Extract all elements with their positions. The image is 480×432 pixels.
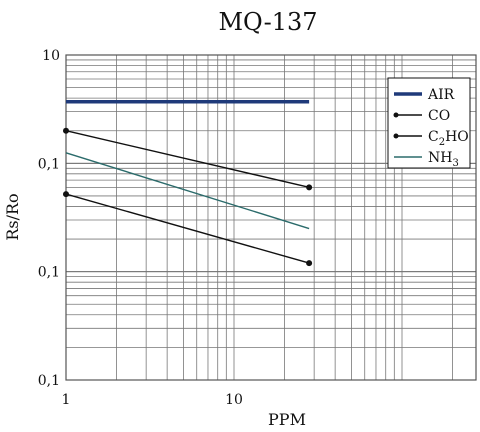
x-tick-label: 10: [225, 392, 243, 408]
legend-marker-c2ho: [393, 133, 399, 139]
plot-frame: [65, 54, 477, 381]
series-group: [63, 100, 313, 267]
series-line-co: [65, 130, 310, 189]
legend-label-co: CO: [428, 108, 450, 124]
chart-title: MQ-137: [218, 8, 317, 36]
data-point-co: [63, 127, 69, 134]
legend-label-nh3: NH3: [428, 150, 459, 169]
series-line-nh3: [65, 152, 310, 230]
data-point-c2ho: [306, 260, 313, 267]
x-axis-label: PPM: [268, 410, 306, 429]
legend-label-c2ho: C2HO: [428, 129, 469, 148]
series-line-c2ho: [65, 193, 310, 264]
data-point-co: [306, 184, 313, 191]
legend: AIR CO C2HO NH3: [387, 77, 471, 169]
legend-label-air: AIR: [427, 87, 455, 103]
y-tick-label: 0,1: [38, 265, 60, 281]
y-axis-label: Rs/Ro: [3, 193, 22, 240]
y-tick-label: 0,1: [38, 373, 60, 389]
grid: [65, 54, 476, 381]
y-tick-label: 0,1: [38, 156, 60, 172]
y-tick-labels: 10 0,1 0,1 0,1: [38, 48, 60, 389]
y-tick-label: 10: [42, 48, 60, 64]
x-tick-labels: 1101000: [62, 392, 243, 408]
legend-marker-co: [393, 112, 399, 118]
data-point-c2ho: [63, 191, 69, 198]
x-tick-label: 1: [62, 392, 71, 408]
